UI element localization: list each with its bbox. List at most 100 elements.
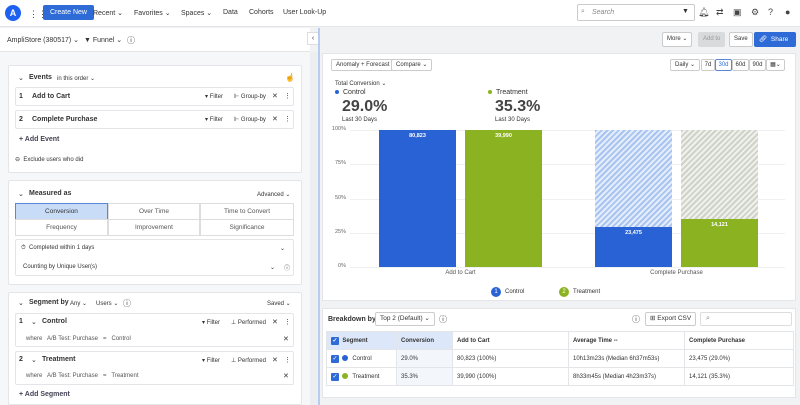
header-average-time[interactable]: Average Time --: [568, 331, 685, 350]
info-icon[interactable]: ⓘ: [439, 315, 447, 324]
groupby-button[interactable]: ⊩ Group-by: [234, 94, 266, 100]
range-90d[interactable]: 90d: [749, 59, 766, 71]
nav-favorites[interactable]: Favorites ⌄: [134, 10, 171, 17]
chevron-down-icon[interactable]: ⌄: [31, 319, 37, 326]
bell-icon[interactable]: 🔔︎: [698, 7, 710, 17]
user-icon[interactable]: ●: [785, 7, 791, 17]
add-segment-button[interactable]: + Add Segment: [19, 391, 70, 398]
collapse-panel-button[interactable]: ‹: [307, 32, 319, 45]
add-event-button[interactable]: + Add Event: [19, 136, 60, 143]
chart-type-selector[interactable]: ▼ Funnel ⌄: [84, 36, 122, 44]
info-icon[interactable]: ⓘ: [284, 266, 291, 272]
more-icon[interactable]: ⋮: [284, 93, 291, 100]
header-conversion[interactable]: Conversion: [396, 331, 453, 350]
nav-data[interactable]: Data: [223, 9, 238, 16]
events-collapse-icon[interactable]: ⌄: [18, 75, 24, 82]
add-to-button[interactable]: Add to: [698, 32, 726, 47]
filter-button[interactable]: ▾ Filter: [205, 117, 224, 123]
saved-dropdown[interactable]: Saved ⌄: [267, 301, 291, 307]
nav-cohorts[interactable]: Cohorts: [249, 9, 274, 16]
help-icon[interactable]: ?: [768, 7, 774, 17]
select-all-checkbox[interactable]: ✓: [331, 336, 339, 345]
exclude-users-button[interactable]: ⊖ Exclude users who did: [15, 157, 84, 163]
nav-recent[interactable]: Recent ⌄: [93, 10, 123, 17]
filter-button[interactable]: ▾ Filter: [202, 320, 221, 326]
event-name[interactable]: Add to Cart: [32, 93, 71, 100]
segment-condition[interactable]: where A/B Test: Purchase = Control: [26, 336, 131, 342]
nav-user-lookup[interactable]: User Look-Up: [283, 9, 327, 16]
compare-button[interactable]: Compare ⌄: [391, 59, 433, 71]
amplitude-logo[interactable]: A: [5, 5, 21, 21]
tab-conversion[interactable]: Conversion: [15, 203, 108, 220]
gear-icon[interactable]: ⚙: [751, 7, 760, 17]
remove-condition-icon[interactable]: ✕: [283, 373, 289, 380]
chevron-down-icon[interactable]: ⌄: [280, 246, 286, 252]
performed-button[interactable]: ⊥ Performed: [231, 320, 266, 326]
apps-grid-icon[interactable]: ⋮⋮: [29, 9, 47, 19]
breakdown-dropdown[interactable]: Top 2 (Default) ⌄: [375, 312, 435, 326]
chevron-down-icon[interactable]: ⌄: [270, 265, 276, 271]
tab-significance[interactable]: Significance: [200, 219, 294, 236]
info-icon[interactable]: ⓘ: [127, 36, 135, 45]
more-icon[interactable]: ⋮: [284, 319, 291, 326]
search-input[interactable]: Search: [577, 4, 695, 21]
project-selector[interactable]: AmpliStore (380517) ⌄: [7, 37, 80, 44]
remove-icon[interactable]: ✕: [272, 319, 278, 326]
more-button[interactable]: More ⌄: [662, 32, 693, 47]
panel-resize-handle[interactable]: [318, 28, 320, 405]
data-icon[interactable]: ▣: [733, 7, 742, 17]
filter-button[interactable]: ▾ Filter: [202, 358, 221, 364]
legend-control-label[interactable]: Control: [505, 289, 525, 295]
range-60d[interactable]: 60d: [732, 59, 749, 71]
anomaly-forecast-button[interactable]: Anomaly + Forecast: [331, 59, 395, 71]
table-search-input[interactable]: ⌕: [700, 312, 792, 326]
event-row-2[interactable]: [15, 110, 294, 129]
remove-icon[interactable]: ✕: [272, 357, 278, 364]
tab-time-to-convert[interactable]: Time to Convert: [200, 203, 294, 220]
counting-dropdown[interactable]: Counting by Unique User(s): [23, 264, 98, 270]
segment-name[interactable]: Treatment: [42, 356, 76, 363]
nav-spaces[interactable]: Spaces ⌄: [181, 10, 213, 17]
segment-name[interactable]: Control: [42, 318, 67, 325]
legend-control-badge[interactable]: 1: [491, 287, 501, 297]
legend-treatment-badge[interactable]: 2: [559, 287, 569, 297]
legend-treatment-label[interactable]: Treatment: [573, 289, 601, 295]
header-add-to-cart[interactable]: Add to Cart: [452, 331, 569, 350]
interval-dropdown[interactable]: Daily ⌄: [670, 59, 701, 71]
range-7d[interactable]: 7d: [701, 59, 715, 71]
filter-icon[interactable]: ▼: [682, 8, 689, 15]
order-selector[interactable]: in this order ⌄: [57, 76, 96, 82]
info-icon[interactable]: ⓘ: [123, 299, 131, 308]
share-button[interactable]: 🔗︎ Share: [754, 32, 796, 47]
groupby-button[interactable]: ⊩ Group-by: [234, 117, 266, 123]
export-csv-button[interactable]: ⊞ Export CSV: [645, 312, 697, 326]
save-button[interactable]: Save: [729, 32, 753, 47]
event-name[interactable]: Complete Purchase: [32, 116, 98, 123]
hand-icon[interactable]: ☝: [285, 73, 295, 82]
header-complete-purchase[interactable]: Complete Purchase: [684, 331, 794, 350]
calendar-icon[interactable]: ▦⌄: [766, 59, 785, 71]
advanced-dropdown[interactable]: Advanced ⌄: [257, 192, 291, 198]
more-icon[interactable]: ⋮: [284, 116, 291, 123]
header-segment[interactable]: ✓ Segment: [326, 331, 397, 350]
performed-button[interactable]: ⊥ Performed: [231, 358, 266, 364]
segment-condition[interactable]: where A/B Test: Purchase = Treatment: [26, 373, 139, 379]
info-icon[interactable]: ⓘ: [632, 315, 640, 324]
row-checkbox[interactable]: ✓: [331, 372, 339, 381]
event-row-1[interactable]: [15, 87, 294, 106]
tab-frequency[interactable]: Frequency: [15, 219, 108, 236]
users-dropdown[interactable]: Users ⌄: [96, 301, 119, 307]
remove-icon[interactable]: ✕: [272, 93, 278, 100]
row-checkbox[interactable]: ✓: [331, 354, 339, 363]
left-scrollbar[interactable]: [310, 52, 318, 405]
segment-collapse-icon[interactable]: ⌄: [18, 300, 24, 307]
tab-over-time[interactable]: Over Time: [108, 203, 200, 220]
measured-collapse-icon[interactable]: ⌄: [18, 191, 24, 198]
any-dropdown[interactable]: Any ⌄: [70, 301, 88, 307]
remove-condition-icon[interactable]: ✕: [283, 336, 289, 343]
chevron-down-icon[interactable]: ⌄: [31, 357, 37, 364]
completed-within-dropdown[interactable]: ⏱ Completed within 1 days: [21, 245, 95, 251]
filter-button[interactable]: ▾ Filter: [205, 94, 224, 100]
tab-improvement[interactable]: Improvement: [108, 219, 200, 236]
create-new-button[interactable]: Create New: [43, 5, 94, 20]
